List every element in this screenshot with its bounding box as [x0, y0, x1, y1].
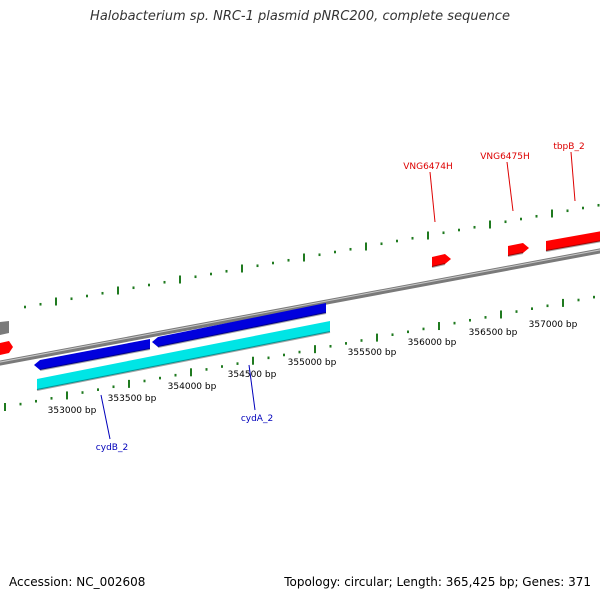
gene-label-VNG6474H: VNG6474H	[403, 162, 453, 172]
gene-label-VNG6475H: VNG6475H	[480, 152, 530, 162]
gene-VNG6475H-shape-shadow	[507, 252, 524, 257]
accession-label: Accession:	[9, 575, 73, 589]
gene-fragment-red	[0, 341, 13, 355]
sequence-backbone-highlight	[0, 249, 600, 363]
scale-label: 354000 bp	[168, 382, 217, 392]
map-title: Halobacterium sp. NRC-1 plasmid pNRC200,…	[90, 9, 510, 24]
accession-value: NC_002608	[76, 575, 146, 589]
label-leader-VNG6474H	[429, 171, 436, 223]
scale-label: 353500 bp	[108, 394, 157, 404]
scale-label: 356500 bp	[469, 328, 518, 338]
gene-VNG6475H-shape	[508, 243, 529, 256]
genes-value: 371	[568, 575, 591, 589]
scale-label: 354500 bp	[228, 370, 277, 380]
label-leader-cydA-2	[248, 364, 256, 411]
scale-label: 355500 bp	[348, 348, 397, 358]
gene-label-cydA-2: cydA_2	[241, 414, 273, 424]
topology-value: circular	[344, 575, 389, 589]
scale-label: 355000 bp	[288, 358, 337, 368]
scale-label: 356000 bp	[408, 338, 457, 348]
gene-fragment-gray	[0, 321, 9, 335]
gene-tbpB_2-shape-shadow	[545, 240, 600, 252]
cds-feature	[37, 321, 330, 390]
gene-label-tbpB-2: tbpB_2	[553, 142, 584, 152]
length-value: 365,425 bp	[445, 575, 515, 589]
gene-label-cydB-2: cydB_2	[96, 443, 128, 453]
accession-info: Accession: NC_002608	[9, 575, 145, 589]
topology-label: Topology:	[284, 575, 341, 589]
label-leader-tbpB-2	[570, 151, 576, 202]
gene-cydB_2-shape	[34, 339, 150, 370]
sequence-backbone	[0, 248, 600, 366]
scale-label: 353000 bp	[48, 406, 97, 416]
sequence-summary: Topology: circular; Length: 365,425 bp; …	[284, 575, 591, 589]
gene-cydA_2-shape-shadow	[157, 312, 327, 348]
scale-label: 357000 bp	[529, 320, 578, 330]
gene-tbpB_2-shape	[546, 231, 600, 251]
length-label: Length:	[396, 575, 442, 589]
cds-feature-shadow	[36, 331, 331, 391]
genes-label: Genes:	[522, 575, 565, 589]
gene-cydB_2-shape-shadow	[39, 348, 151, 371]
gene-VNG6474H-shape	[432, 254, 451, 267]
label-leader-VNG6475H	[506, 161, 514, 212]
gene-cydA_2-shape	[152, 303, 326, 347]
label-leader-cydB-2	[100, 394, 111, 440]
gene-VNG6474H-shape-shadow	[431, 263, 446, 268]
